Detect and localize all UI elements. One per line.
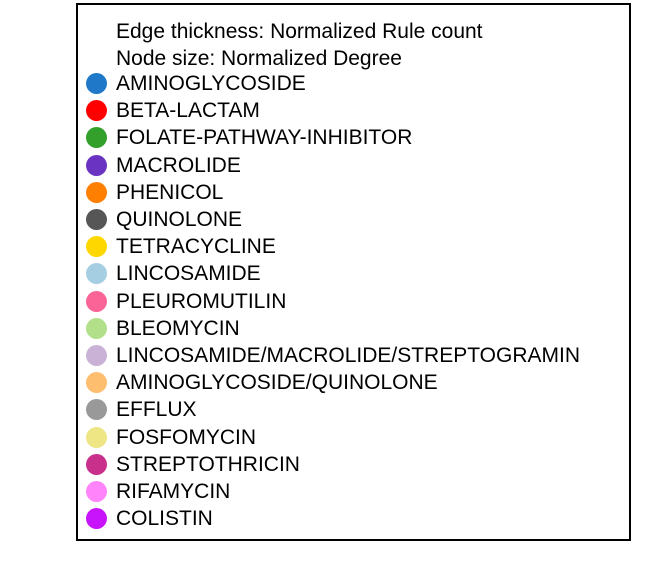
legend-label: EFFLUX [116, 398, 197, 422]
legend-label: LINCOSAMIDE [116, 262, 261, 286]
legend-label: QUINOLONE [116, 208, 243, 232]
legend-swatch [86, 372, 107, 394]
legend-swatch [86, 154, 107, 176]
legend-item: TETRACYCLINE [86, 233, 580, 260]
legend-item: QUINOLONE [86, 206, 580, 233]
legend-swatch [86, 263, 107, 285]
legend-box [76, 3, 631, 541]
legend-label: LINCOSAMIDE/MACROLIDE/STREPTOGRAMIN [116, 343, 581, 367]
legend-item: MACROLIDE [86, 152, 580, 179]
legend-swatch [86, 209, 107, 231]
legend-item: FOLATE-PATHWAY-INHIBITOR [86, 124, 580, 151]
legend-item: FOSFOMYCIN [86, 423, 580, 450]
legend-swatch [86, 399, 107, 421]
legend-item: RIFAMYCIN [86, 478, 580, 505]
legend-item: EFFLUX [86, 396, 580, 423]
legend-label: AMINOGLYCOSIDE/QUINOLONE [116, 371, 438, 395]
edge-thickness-note: Edge thickness: Normalized Rule count [116, 20, 483, 43]
legend-label: PLEUROMUTILIN [116, 289, 287, 313]
legend-swatch [86, 426, 107, 448]
legend-item: STREPTOTHRICIN [86, 451, 580, 478]
legend-swatch [86, 453, 107, 475]
legend-item: BLEOMYCIN [86, 315, 580, 342]
legend-label: BETA-LACTAM [116, 99, 260, 123]
legend-swatch [86, 100, 107, 122]
legend-label: RIFAMYCIN [116, 479, 231, 503]
legend-swatch [86, 236, 107, 258]
legend-swatch [86, 480, 107, 502]
legend-label: AMINOGLYCOSIDE [116, 72, 306, 96]
legend-label: STREPTOTHRICIN [116, 452, 300, 476]
legend-swatch [86, 317, 107, 339]
legend-item: LINCOSAMIDE [86, 260, 580, 287]
legend-list: AMINOGLYCOSIDE BETA-LACTAM FOLATE-PATHWA… [86, 70, 580, 532]
legend-item: COLISTIN [86, 505, 580, 532]
legend-item: PHENICOL [86, 179, 580, 206]
legend-label: BLEOMYCIN [116, 316, 240, 340]
legend-label: FOLATE-PATHWAY-INHIBITOR [116, 126, 413, 150]
legend-swatch [86, 181, 107, 203]
legend-item: AMINOGLYCOSIDE [86, 70, 580, 97]
node-size-note: Node size: Normalized Degree [116, 47, 402, 70]
legend-label: MACROLIDE [116, 153, 241, 177]
legend-item: PLEUROMUTILIN [86, 288, 580, 315]
legend-label: PHENICOL [116, 180, 224, 204]
legend-item: BETA-LACTAM [86, 97, 580, 124]
legend-swatch [86, 290, 107, 312]
legend-swatch [86, 344, 107, 366]
legend-item: AMINOGLYCOSIDE/QUINOLONE [86, 369, 580, 396]
legend-item: LINCOSAMIDE/MACROLIDE/STREPTOGRAMIN [86, 342, 580, 369]
legend-swatch [86, 508, 107, 530]
legend-label: FOSFOMYCIN [116, 425, 256, 449]
legend-label: COLISTIN [116, 507, 213, 531]
legend-label: TETRACYCLINE [116, 235, 276, 259]
legend-swatch [86, 73, 107, 95]
legend-swatch [86, 127, 107, 149]
